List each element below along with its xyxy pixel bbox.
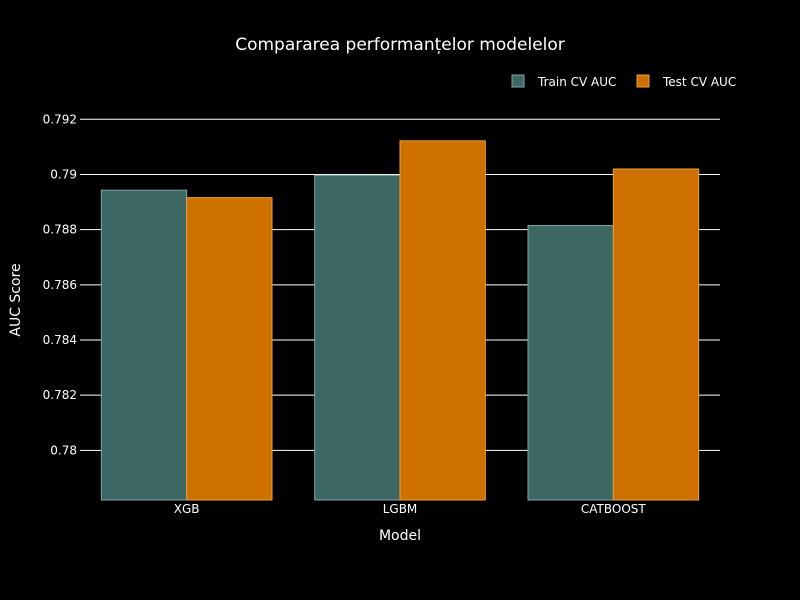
x-tick-label: LGBM <box>383 502 418 516</box>
legend-swatch <box>511 74 525 88</box>
bar-test-cv-auc-lgbm[interactable] <box>399 140 486 501</box>
chart-title: Compararea performanțelor modelelor <box>235 35 565 55</box>
legend-item-train-cv-auc[interactable]: Train CV AUC <box>511 74 616 89</box>
legend-swatch <box>636 74 650 88</box>
x-tick-label: CATBOOST <box>581 502 647 516</box>
x-axis-label: Model <box>379 528 421 544</box>
bar-test-cv-auc-catboost[interactable] <box>612 168 700 501</box>
bars <box>100 140 700 501</box>
y-tick-label: 0.79 <box>50 167 77 181</box>
y-axis-ticks: 0.78 0.782 0.784 0.786 0.788 0.79 0.792 <box>43 112 77 457</box>
y-tick-label: 0.788 <box>43 223 77 237</box>
y-tick-label: 0.782 <box>43 388 77 402</box>
x-axis-ticks: XGB LGBM CATBOOST <box>174 502 647 516</box>
legend-label: Train CV AUC <box>537 75 616 89</box>
y-tick-label: 0.792 <box>43 112 77 126</box>
legend[interactable]: Train CV AUC Test CV AUC <box>511 74 736 89</box>
bar-train-cv-auc-xgb[interactable] <box>100 189 188 501</box>
y-tick-label: 0.78 <box>50 443 77 457</box>
bar-train-cv-auc-lgbm[interactable] <box>314 174 401 501</box>
bar-train-cv-auc-catboost[interactable] <box>527 225 614 501</box>
y-axis-label: AUC Score <box>8 263 24 336</box>
x-tick-label: XGB <box>174 502 200 516</box>
y-tick-label: 0.784 <box>43 333 77 347</box>
legend-label: Test CV AUC <box>662 75 736 89</box>
legend-item-test-cv-auc[interactable]: Test CV AUC <box>636 74 736 89</box>
bar-test-cv-auc-xgb[interactable] <box>186 197 273 501</box>
y-tick-label: 0.786 <box>43 278 77 292</box>
